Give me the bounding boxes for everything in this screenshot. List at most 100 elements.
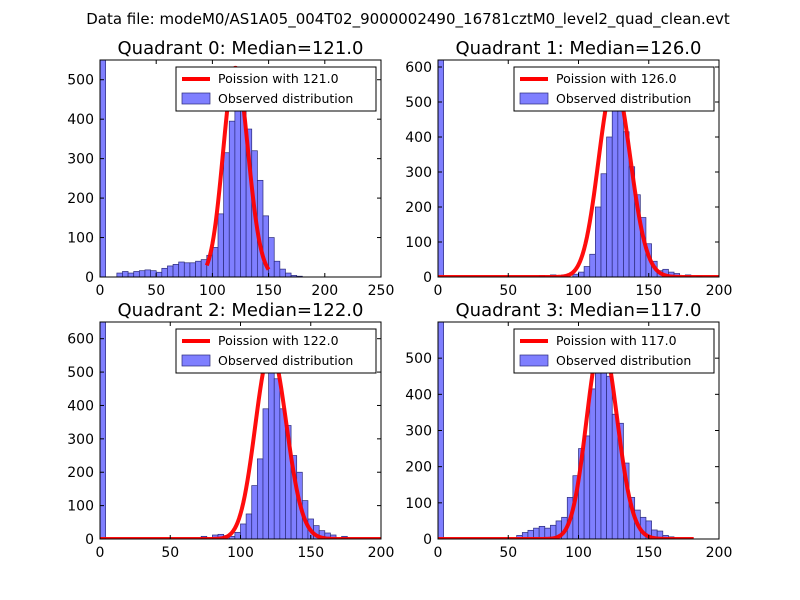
y-tick-label: 100 [67,499,94,515]
y-tick-label: 200 [405,460,432,476]
histogram-bar [212,247,219,277]
histogram-bar [578,271,585,277]
histogram-bar [617,108,624,277]
quadrant-2-legend: Poission with 122.0 Observed distribution [175,328,377,374]
histogram-bar [178,261,185,277]
y-tick-label: 100 [405,496,432,512]
legend-observed-swatch [519,354,549,367]
legend-observed-swatch [181,92,211,105]
quadrant-3-panel: 0 50 100 150 200 0 100 200 300 400 500 Quadrant 3: … [405,300,732,561]
legend-poisson-label: Poission with 117.0 [556,333,677,348]
histogram-bar [583,266,591,277]
y-tick-label: 0 [85,270,94,286]
quadrant-1-panel: 0 50 100 150 200 0 100 200 300 400 500 600 Quadrant … [405,38,732,299]
quadrant-3-legend: Poission with 117.0 Observed distribution [513,328,715,374]
x-tick-label: 100 [199,283,226,299]
histogram-bar [600,173,607,277]
histogram-bar [262,408,269,539]
y-tick-label: 500 [67,73,94,89]
histogram-bar [268,237,275,277]
histogram-bar [656,530,664,539]
histogram-bar [589,253,596,277]
histogram-bar [217,213,224,277]
histogram-bar [138,270,146,277]
quadrant-2-panel: 0 50 100 150 200 0 100 200 300 400 500 600 Quadrant … [67,300,394,561]
legend-observed-label: Observed distribution [556,91,691,106]
histogram-bar [234,83,241,277]
quadrant-1-legend: Poission with 126.0 Observed distribution [513,66,715,112]
y-tick-label: 300 [67,432,94,448]
quadrant-0-panel: 0 50 100 150 200 250 0 100 200 300 400 500 Quadrant … [67,38,394,299]
histogram-bar [127,272,135,277]
x-tick-label: 150 [635,283,662,299]
y-tick-label: 0 [85,532,94,548]
y-tick-label: 0 [423,532,432,548]
quadrant-1-title: Quadrant 1: Median=126.0 [456,38,702,59]
histogram-bar [100,60,106,277]
histogram-bar [172,264,180,277]
legend-observed-label: Observed distribution [218,91,353,106]
histogram-bar [183,262,191,277]
y-tick-label: 500 [67,365,94,381]
x-tick-label: 100 [227,545,254,561]
histogram-bar [438,60,444,277]
legend-poisson-label: Poission with 121.0 [218,71,339,86]
x-tick-label: 50 [499,283,517,299]
x-tick-label: 0 [96,545,105,561]
histogram-bar [155,271,163,277]
y-tick-label: 0 [423,270,432,286]
histogram-bar [595,359,602,539]
legend-observed-label: Observed distribution [218,353,353,368]
histogram-bar [240,523,247,539]
x-tick-label: 50 [147,283,165,299]
histogram-bar [600,366,607,539]
y-tick-label: 300 [67,152,94,168]
legend-poisson-label: Poission with 122.0 [218,333,339,348]
histogram-bar [234,531,241,539]
x-tick-label: 200 [706,545,733,561]
y-tick-label: 200 [67,465,94,481]
histogram-bar [611,96,619,277]
histogram-bar [606,375,613,539]
y-tick-label: 200 [405,200,432,216]
histogram-bar [144,269,151,277]
histogram-bar [228,120,236,277]
x-tick-label: 100 [565,545,592,561]
quadrant-0-frame [99,59,382,278]
x-tick-label: 50 [161,545,179,561]
histogram-bar [116,272,123,277]
x-tick-label: 0 [96,283,105,299]
histogram-bar [589,388,596,539]
quadrant-0-title: Quadrant 0: Median=121.0 [118,38,364,59]
histogram-bar [268,368,275,539]
x-tick-label: 0 [434,545,443,561]
x-tick-label: 200 [368,545,395,561]
x-tick-label: 200 [706,283,733,299]
x-tick-label: 150 [635,545,662,561]
quadrant-2-title: Quadrant 2: Median=122.0 [118,300,364,321]
histogram-bar [611,413,619,539]
legend-poisson-label: Poission with 126.0 [556,71,677,86]
y-tick-label: 300 [405,165,432,181]
histogram-bar [245,513,253,539]
histogram-bar [223,152,230,277]
quadrant-3-title: Quadrant 3: Median=117.0 [456,300,702,321]
histogram-bar [195,260,202,277]
figure-suptitle: Data file: modeM0/AS1A05_004T02_90000024… [86,10,730,29]
legend-observed-label: Observed distribution [556,353,691,368]
y-tick-label: 100 [405,235,432,251]
histogram-bar [251,485,258,539]
poisson-curve [438,338,695,539]
legend-observed-swatch [181,354,211,367]
histogram-bar [161,267,168,277]
histogram-bar [285,272,292,277]
y-tick-label: 600 [405,60,432,76]
y-tick-label: 200 [67,191,94,207]
y-tick-label: 400 [405,387,432,403]
histogram-bar [189,262,196,277]
x-tick-label: 50 [499,545,517,561]
histogram-bar [273,260,281,277]
y-tick-label: 500 [405,95,432,111]
y-tick-label: 400 [405,130,432,146]
